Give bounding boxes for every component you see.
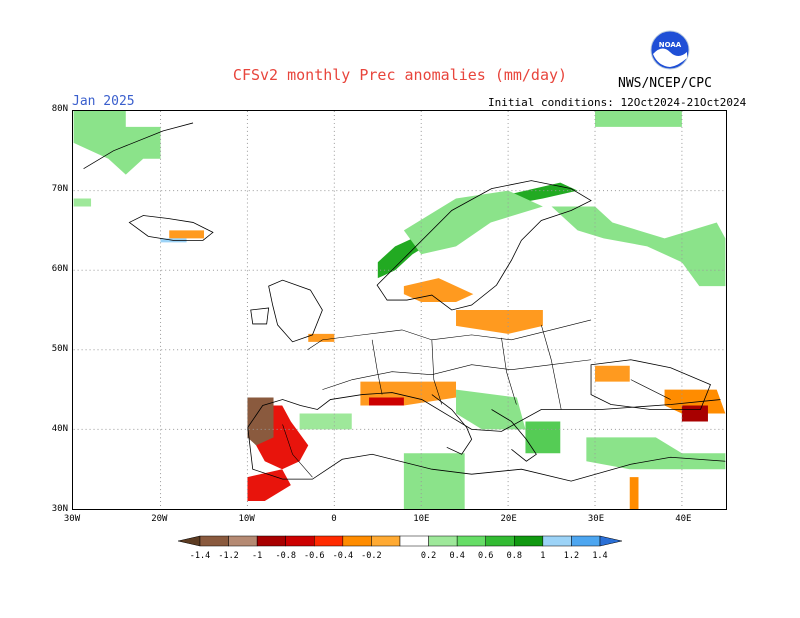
colorbar-label: 0.4 bbox=[449, 551, 464, 561]
colorbar-label: -1.4 bbox=[190, 551, 210, 561]
anomaly-region-norway-coast bbox=[377, 182, 578, 279]
anomaly-region-turkey-south bbox=[586, 437, 726, 470]
longitude-tick-label: 10E bbox=[413, 514, 430, 524]
longitude-tick-label: 30E bbox=[587, 514, 605, 524]
longitude-tick-label: 0 bbox=[331, 514, 337, 524]
colorbar-cell bbox=[314, 535, 344, 547]
colorbar-label: -1 bbox=[252, 551, 262, 561]
latitude-tick-label: 80N bbox=[51, 104, 68, 114]
colorbar-cell bbox=[228, 535, 258, 547]
colorbar-max-arrow bbox=[599, 535, 623, 547]
anomaly-region-aegean bbox=[525, 421, 561, 454]
org-label: NWS/NCEP/CPC bbox=[618, 76, 712, 91]
latitude-tick-label: 70N bbox=[51, 184, 68, 194]
colorbar-label: -0.6 bbox=[304, 551, 324, 561]
precip-anomaly-map bbox=[72, 110, 727, 510]
anomaly-region-iberia-dry bbox=[247, 397, 274, 446]
initial-conditions: Initial conditions: 12Oct2024-21Oct2024 bbox=[488, 96, 747, 109]
anomaly-region-france-west bbox=[299, 413, 352, 430]
anomaly-region-scandinavia-inland bbox=[403, 190, 543, 255]
longitude-tick-label: 20W bbox=[151, 514, 168, 524]
forecast-month: Jan 2025 bbox=[72, 94, 135, 109]
anomaly-region-iceland-south bbox=[169, 230, 204, 239]
longitude-tick-label: 30W bbox=[63, 514, 81, 524]
latitude-tick-label: 40N bbox=[51, 424, 68, 434]
noaa-logo-icon: NOAA bbox=[650, 30, 690, 70]
colorbar-cell bbox=[399, 535, 429, 547]
latitude-tick-label: 30N bbox=[51, 504, 68, 514]
anomaly-region-caucasus bbox=[681, 405, 708, 422]
latitude-tick-label: 50N bbox=[51, 344, 68, 354]
anomaly-region-adriatic bbox=[456, 389, 526, 430]
anomaly-region-england bbox=[308, 333, 335, 342]
colorbar-label: 0.2 bbox=[421, 551, 436, 561]
country-borders bbox=[282, 319, 671, 478]
anomaly-region-nile-delta bbox=[629, 477, 639, 509]
colorbar-label: -0.8 bbox=[275, 551, 295, 561]
anomaly-region-poland bbox=[456, 310, 543, 334]
anomaly-region-black-sea-east bbox=[664, 389, 726, 414]
colorbar-label: 0.8 bbox=[507, 551, 522, 561]
graticule bbox=[73, 111, 726, 509]
colorbar-cell bbox=[199, 535, 229, 547]
colorbar-label: -0.2 bbox=[361, 551, 381, 561]
colorbar-cell bbox=[542, 535, 572, 547]
colorbar-label: 1.4 bbox=[592, 551, 607, 561]
anomaly-region-ukraine-dry bbox=[595, 365, 630, 382]
anomaly-region-north-africa bbox=[403, 453, 465, 509]
coastlines bbox=[83, 122, 726, 482]
colorbar-cell bbox=[285, 535, 315, 547]
anomaly-region-barents bbox=[595, 111, 682, 127]
colorbar-cell bbox=[256, 535, 286, 547]
colorbar-min-arrow bbox=[177, 535, 201, 547]
colorbar-label: -1.2 bbox=[218, 551, 238, 561]
latitude-tick-label: 60N bbox=[51, 264, 68, 274]
colorbar-label: 1 bbox=[540, 551, 545, 561]
longitude-tick-label: 40E bbox=[675, 514, 692, 524]
anomaly-region-morocco bbox=[247, 469, 291, 502]
longitude-tick-label: 10W bbox=[238, 514, 255, 524]
anomaly-region-greenland-tip bbox=[73, 198, 92, 207]
anomaly-region-russia-nw bbox=[551, 206, 726, 287]
chart-title: CFSv2 monthly Prec anomalies (mm/day) bbox=[232, 66, 568, 84]
colorbar: -1.4 -1.2 -1 -0.8 -0.6 -0.4 -0.2 0.2 0.4 0.6 0.8 1 1… bbox=[177, 535, 623, 561]
colorbar-cell bbox=[514, 535, 544, 547]
colorbar-cell bbox=[485, 535, 515, 547]
anomaly-region-denmark bbox=[403, 278, 474, 303]
longitude-tick-label: 20E bbox=[500, 514, 517, 524]
anomaly-region-greenland-east bbox=[73, 111, 161, 175]
anomaly-region-cote-azur bbox=[369, 397, 404, 406]
colorbar-cell bbox=[571, 535, 601, 547]
colorbar-cell bbox=[371, 535, 401, 547]
colorbar-label: 1.2 bbox=[564, 551, 579, 561]
colorbar-cell bbox=[456, 535, 486, 547]
colorbar-cell bbox=[428, 535, 458, 547]
colorbar-label: 0.6 bbox=[478, 551, 493, 561]
colorbar-cell bbox=[342, 535, 372, 547]
colorbar-label: -0.4 bbox=[333, 551, 353, 561]
logo-text: NOAA bbox=[659, 41, 682, 49]
